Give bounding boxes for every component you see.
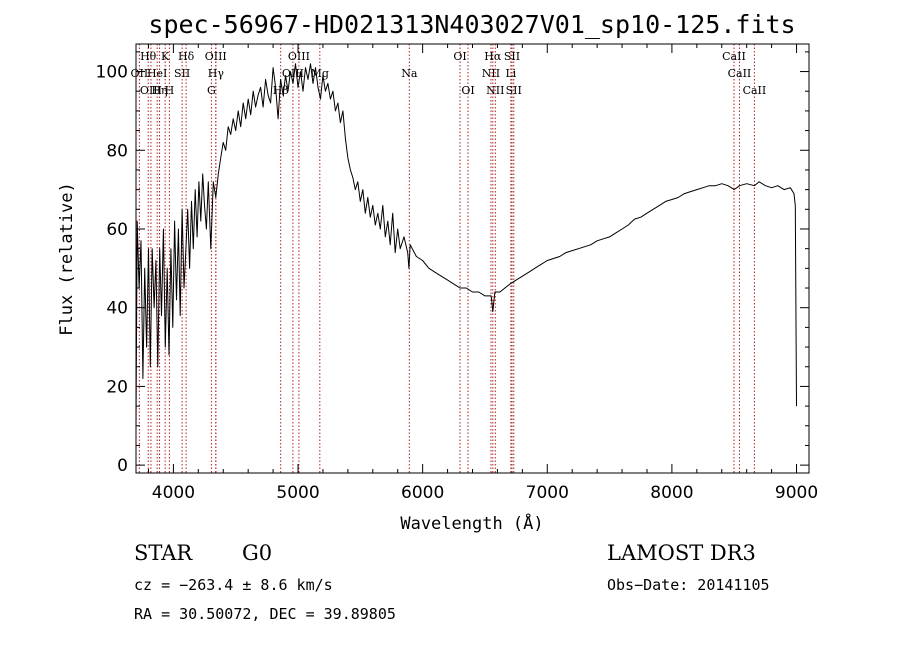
line-marker-label: OI: [453, 50, 466, 63]
line-marker-label: K: [161, 50, 170, 63]
x-tick-label: 6000: [401, 483, 444, 503]
line-marker-label: OI: [461, 84, 474, 97]
line-marker-label: HeI: [147, 67, 167, 80]
line-marker-label: CaII: [743, 84, 767, 97]
line-marker-label: OIII: [205, 50, 227, 63]
observation-date: Obs−Date: 20141105: [607, 576, 770, 594]
line-marker-label: CaII: [722, 50, 746, 63]
series-layer: [135, 63, 797, 426]
line-marker-label: H: [165, 84, 175, 97]
x-tick-label: 7000: [526, 483, 569, 503]
y-axis-label: Flux (relative): [57, 182, 77, 336]
plot-frame: [135, 43, 810, 474]
line-marker-label: SII: [504, 50, 520, 63]
line-marker-label: OII: [131, 67, 149, 80]
line-marker-label: Hθ: [140, 50, 157, 63]
line-marker-label: Hγ: [208, 67, 225, 80]
y-tick-label: 20: [106, 377, 128, 397]
chart-title: spec-56967-HD021313N403027V01_sp10-125.f…: [148, 10, 795, 39]
line-marker-label: CaII: [728, 67, 752, 80]
y-ticks: 0 20 40 60 80 100: [96, 51, 809, 476]
line-marker-label: Hβ: [273, 84, 289, 97]
spectrum-series-0: [135, 63, 797, 426]
line-marker-label: SII: [506, 84, 522, 97]
x-axis-label: Wavelength (Å): [400, 512, 543, 534]
line-marker-label: G: [207, 84, 216, 97]
line-marker-label: Hα: [484, 50, 502, 63]
x-tick-label: 4000: [152, 483, 195, 503]
line-marker-label: SII: [174, 67, 190, 80]
survey-name: LAMOST DR3: [607, 541, 756, 565]
sky-coordinates: RA = 30.50072, DEC = 39.89805: [134, 605, 396, 623]
y-tick-label: 100: [96, 63, 128, 83]
y-tick-label: 80: [106, 141, 128, 161]
line-marker-label: Li: [505, 67, 516, 80]
line-marker-label: Hδ: [178, 50, 195, 63]
y-tick-label: 60: [106, 220, 128, 240]
line-marker-label: NII: [486, 84, 504, 97]
line-marker-label: Na: [401, 67, 418, 80]
line-marker-label: NII: [482, 67, 500, 80]
line-marker-label: Hη: [151, 84, 167, 97]
y-tick-label: 0: [117, 456, 128, 476]
y-tick-label: 40: [106, 299, 128, 319]
object-class: STAR: [134, 541, 193, 565]
redshift-velocity: cz = −263.4 ± 8.6 km/s: [134, 576, 333, 594]
x-tick-label: 8000: [650, 483, 693, 503]
x-tick-label: 5000: [276, 483, 319, 503]
x-ticks: 4000 5000 6000 7000 8000 9000: [147, 44, 818, 503]
line-marker-label: OIII: [140, 84, 162, 97]
object-subclass: G0: [242, 541, 272, 565]
x-tick-label: 9000: [775, 483, 818, 503]
line-marker-label: OIII: [282, 67, 304, 80]
line-markers: [138, 44, 755, 473]
line-marker-label: OIII: [288, 50, 310, 63]
